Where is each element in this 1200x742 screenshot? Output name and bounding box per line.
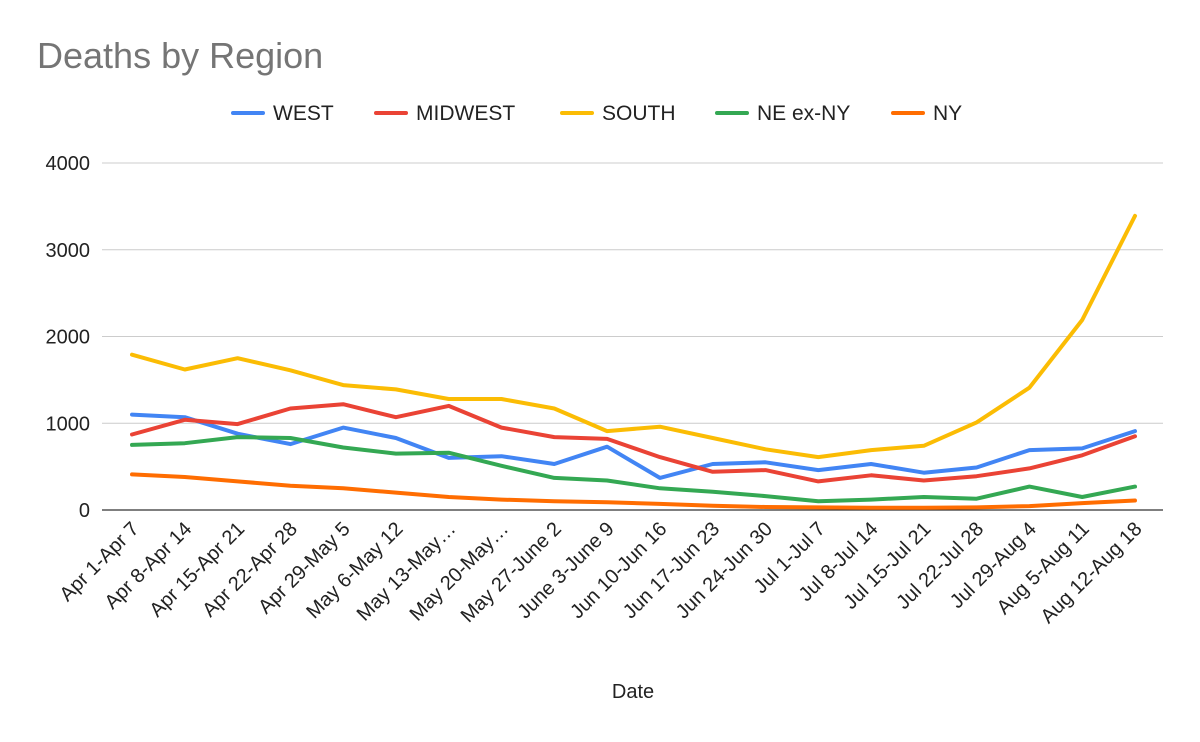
series-line-ny [130, 472, 1137, 510]
series-line-south [130, 213, 1137, 460]
y-tick-label: 3000 [46, 240, 91, 262]
y-tick-label: 1000 [46, 413, 91, 435]
y-tick-label: 2000 [46, 327, 91, 349]
x-tick-label: Aug 5-Aug 11 [993, 518, 1094, 619]
legend: WEST MIDWEST SOUTH NE ex-NY NY [231, 102, 962, 125]
legend-label: NE ex-NY [757, 102, 850, 125]
y-axis-ticks: 0 1000 2000 3000 4000 [46, 153, 91, 522]
legend-label: NY [933, 102, 962, 125]
y-tick-label: 4000 [46, 153, 91, 175]
x-axis-label: Date [612, 681, 654, 703]
x-tick-label: Apr 29-May 5 [254, 518, 354, 618]
y-tick-label: 0 [79, 500, 90, 522]
legend-label: MIDWEST [416, 102, 515, 125]
series-line-midwest [130, 402, 1137, 484]
gridlines [102, 162, 1163, 511]
series-lines [130, 213, 1137, 510]
series-line-ne-ex-ny [130, 435, 1137, 504]
chart-title: Deaths by Region [37, 35, 323, 76]
legend-label: WEST [273, 102, 334, 125]
legend-label: SOUTH [602, 102, 676, 125]
